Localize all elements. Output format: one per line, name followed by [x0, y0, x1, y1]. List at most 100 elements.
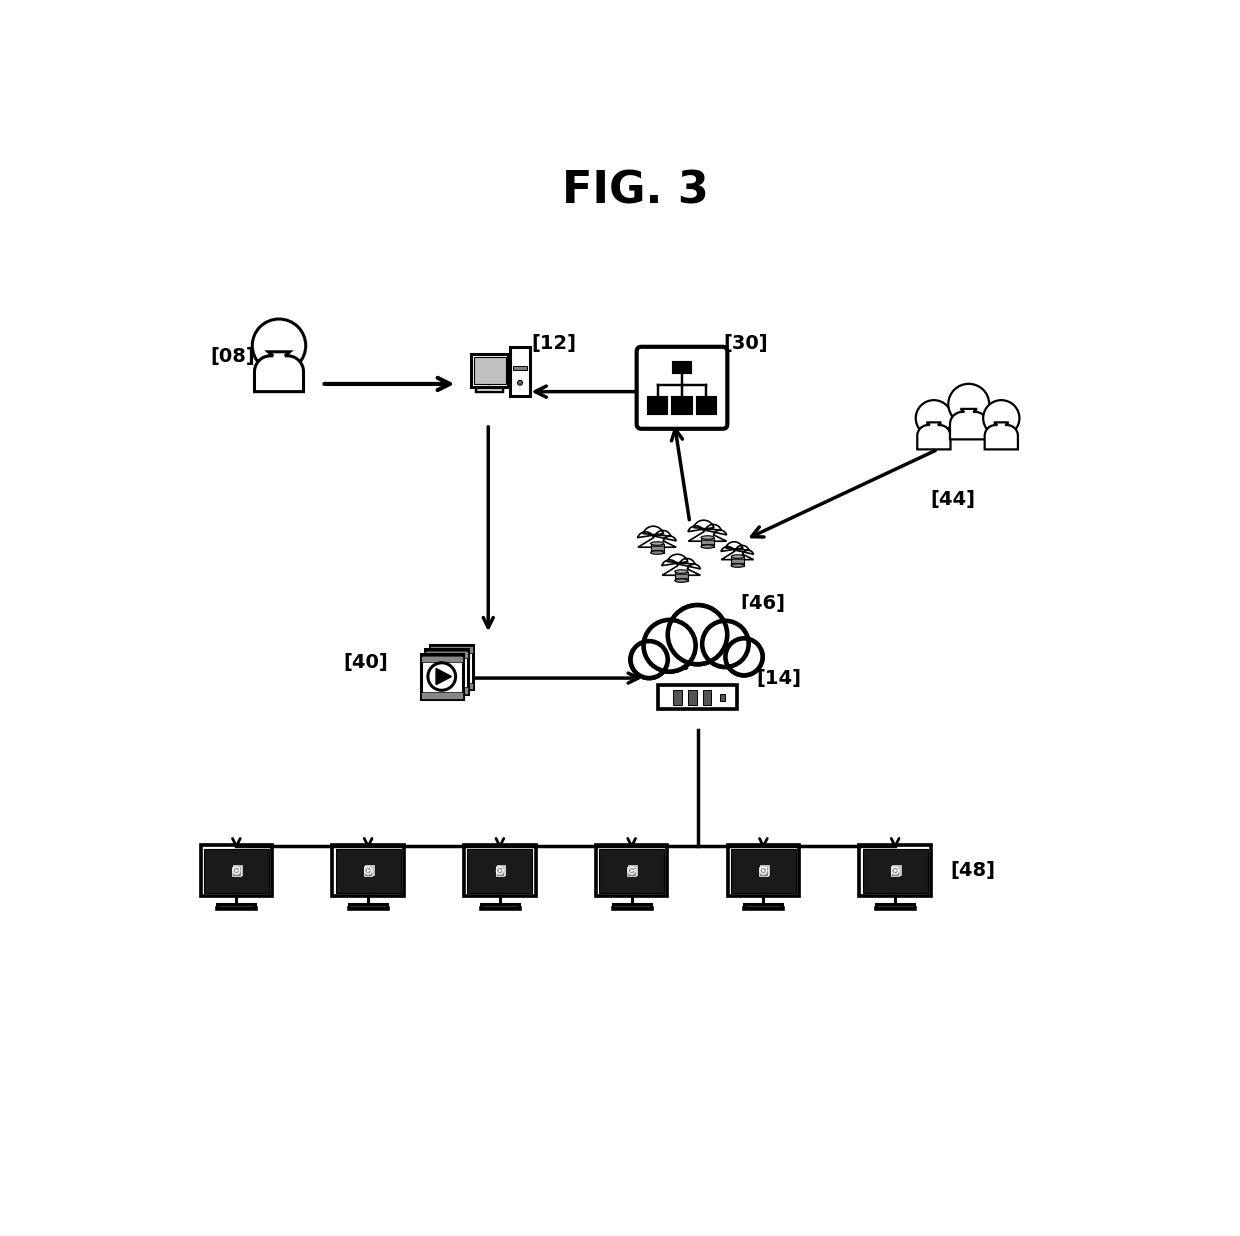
Circle shape [252, 319, 306, 372]
FancyBboxPatch shape [701, 538, 714, 546]
Ellipse shape [701, 535, 714, 539]
FancyBboxPatch shape [892, 865, 900, 875]
Circle shape [727, 639, 761, 675]
FancyBboxPatch shape [233, 865, 242, 875]
FancyBboxPatch shape [651, 544, 663, 552]
FancyBboxPatch shape [233, 866, 242, 875]
Circle shape [517, 381, 522, 386]
FancyBboxPatch shape [336, 849, 401, 892]
FancyBboxPatch shape [430, 646, 472, 653]
Polygon shape [894, 869, 898, 873]
Circle shape [915, 400, 952, 436]
FancyBboxPatch shape [596, 845, 667, 896]
Circle shape [949, 384, 990, 424]
FancyBboxPatch shape [513, 366, 527, 370]
FancyBboxPatch shape [890, 866, 899, 875]
Circle shape [670, 607, 725, 662]
FancyBboxPatch shape [760, 865, 769, 875]
FancyBboxPatch shape [496, 866, 505, 875]
Polygon shape [632, 609, 763, 664]
FancyBboxPatch shape [420, 692, 463, 698]
FancyBboxPatch shape [892, 866, 900, 875]
FancyBboxPatch shape [420, 654, 463, 698]
Text: [48]: [48] [950, 861, 996, 880]
FancyBboxPatch shape [471, 353, 508, 387]
Polygon shape [637, 527, 676, 548]
Circle shape [703, 622, 748, 666]
FancyBboxPatch shape [497, 865, 506, 875]
Text: [46]: [46] [740, 593, 786, 613]
FancyBboxPatch shape [658, 685, 737, 708]
FancyBboxPatch shape [420, 656, 463, 662]
FancyBboxPatch shape [719, 693, 725, 701]
FancyBboxPatch shape [365, 865, 373, 875]
FancyBboxPatch shape [365, 866, 373, 875]
FancyBboxPatch shape [496, 866, 505, 875]
Ellipse shape [732, 564, 744, 567]
Polygon shape [436, 669, 451, 685]
FancyBboxPatch shape [629, 865, 637, 875]
FancyBboxPatch shape [464, 845, 536, 896]
Circle shape [667, 606, 727, 664]
FancyBboxPatch shape [875, 904, 914, 908]
Circle shape [631, 641, 667, 677]
Polygon shape [720, 541, 754, 560]
FancyBboxPatch shape [688, 690, 697, 705]
Circle shape [725, 638, 763, 675]
FancyBboxPatch shape [760, 866, 769, 875]
Text: [44]: [44] [931, 489, 976, 509]
Circle shape [631, 641, 668, 679]
FancyBboxPatch shape [732, 556, 744, 566]
FancyBboxPatch shape [730, 849, 796, 892]
FancyBboxPatch shape [672, 397, 692, 414]
FancyBboxPatch shape [232, 866, 241, 875]
Polygon shape [763, 869, 766, 873]
FancyBboxPatch shape [474, 357, 506, 383]
Polygon shape [254, 352, 304, 392]
Ellipse shape [651, 541, 663, 545]
FancyBboxPatch shape [481, 904, 520, 908]
Polygon shape [236, 869, 239, 873]
Polygon shape [630, 869, 634, 873]
FancyBboxPatch shape [467, 849, 532, 892]
FancyBboxPatch shape [627, 866, 636, 875]
Polygon shape [985, 423, 1018, 450]
FancyBboxPatch shape [728, 845, 799, 896]
FancyBboxPatch shape [859, 845, 931, 896]
Ellipse shape [651, 551, 663, 554]
FancyBboxPatch shape [697, 397, 717, 414]
Circle shape [983, 400, 1019, 436]
FancyBboxPatch shape [647, 397, 667, 414]
FancyBboxPatch shape [675, 571, 688, 581]
Ellipse shape [675, 578, 688, 582]
FancyBboxPatch shape [348, 904, 387, 908]
FancyBboxPatch shape [627, 866, 636, 875]
FancyBboxPatch shape [703, 690, 712, 705]
FancyBboxPatch shape [476, 388, 503, 392]
FancyBboxPatch shape [217, 904, 255, 908]
FancyBboxPatch shape [425, 649, 467, 693]
Polygon shape [498, 869, 502, 873]
FancyBboxPatch shape [201, 845, 273, 896]
Circle shape [644, 620, 696, 671]
Ellipse shape [675, 570, 688, 574]
Polygon shape [950, 409, 987, 439]
FancyBboxPatch shape [613, 904, 651, 908]
FancyBboxPatch shape [759, 866, 768, 875]
FancyBboxPatch shape [425, 687, 467, 693]
Polygon shape [918, 423, 951, 450]
Text: [40]: [40] [343, 653, 388, 672]
FancyBboxPatch shape [863, 849, 928, 892]
FancyBboxPatch shape [203, 849, 269, 892]
FancyBboxPatch shape [744, 904, 782, 908]
FancyBboxPatch shape [425, 651, 467, 658]
Polygon shape [662, 554, 701, 575]
FancyBboxPatch shape [430, 682, 472, 690]
Text: FIG. 3: FIG. 3 [562, 169, 709, 213]
FancyBboxPatch shape [363, 866, 372, 875]
Text: [14]: [14] [756, 669, 801, 687]
Ellipse shape [701, 545, 714, 549]
Text: [12]: [12] [532, 335, 577, 353]
FancyBboxPatch shape [430, 645, 472, 690]
FancyBboxPatch shape [673, 690, 682, 705]
